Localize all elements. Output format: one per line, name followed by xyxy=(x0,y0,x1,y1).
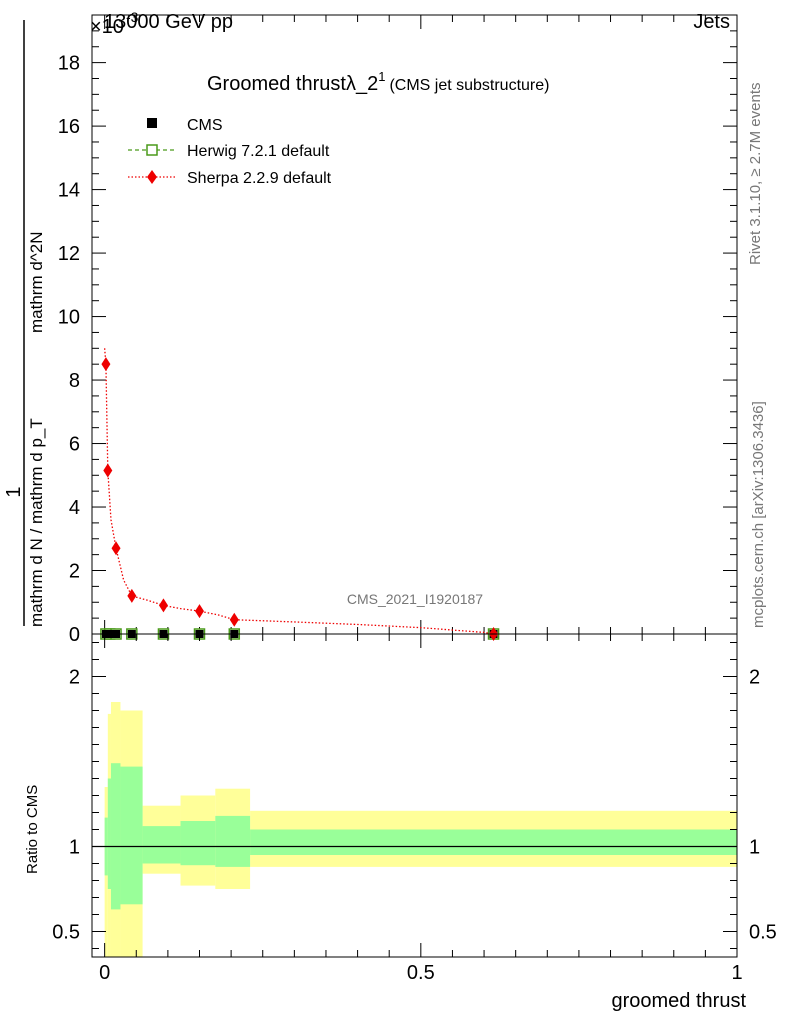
ylabel-num: mathrm d^2N xyxy=(27,231,46,333)
legend-marker-cms xyxy=(147,118,157,128)
rivet-label: Rivet 3.1.10, ≥ 2.7M events xyxy=(747,83,764,266)
main-y-tick-label: 6 xyxy=(69,434,80,456)
x-tick-label: 0 xyxy=(99,962,110,984)
ylabel-prefix: 1 xyxy=(3,486,25,497)
legend: CMS Herwig 7.2.1 default Sherpa 2.2.9 de… xyxy=(128,117,332,187)
x-tick-label: 1 xyxy=(731,962,742,984)
legend-entry-herwig: Herwig 7.2.1 default xyxy=(128,143,330,160)
sherpa-point xyxy=(127,588,137,603)
main-y-tick-label: 14 xyxy=(58,180,80,202)
main-y-label: 1 mathrm d N / mathrm d p_T mathrm d^2N xyxy=(3,20,46,627)
title-main: Groomed thrust xyxy=(207,73,346,95)
legend-marker-herwig xyxy=(146,144,158,156)
main-frame xyxy=(91,14,738,635)
ratio-y-tick-label: 0.5 xyxy=(52,922,80,944)
category-label: Jets xyxy=(693,11,730,33)
legend-marker-sherpa xyxy=(147,170,157,184)
title-sup: 1 xyxy=(378,69,385,84)
sherpa-point xyxy=(195,604,204,619)
ratio-stat-band xyxy=(142,826,181,864)
main-y-tick-label: 4 xyxy=(69,497,80,519)
sherpa-point xyxy=(103,463,113,478)
watermark: CMS_2021_I1920187 xyxy=(347,591,483,607)
energy-label: 13000 GeV pp xyxy=(104,11,233,33)
legend-entry-cms: CMS xyxy=(147,117,223,134)
main-y-tick-label: 2 xyxy=(69,561,80,583)
legend-label-cms: CMS xyxy=(187,117,223,134)
ratio-stat-band xyxy=(215,815,251,867)
ratio-y-tick-label: 2 xyxy=(69,667,80,689)
title-lambda: λ_2 xyxy=(346,73,378,95)
sherpa-point xyxy=(158,598,168,613)
ratio-y-tick-label-right: 0.5 xyxy=(749,922,777,944)
main-y-tick-label: 8 xyxy=(69,370,80,392)
mcplots-label: mcplots.cern.ch [arXiv:1306.3436] xyxy=(750,401,767,628)
legend-entry-sherpa: Sherpa 2.2.9 default xyxy=(128,170,332,187)
ratio-y-tick-label-right: 2 xyxy=(749,667,760,689)
x-tick-label: 0.5 xyxy=(407,962,435,984)
legend-label-herwig: Herwig 7.2.1 default xyxy=(187,143,330,160)
chart-title: Groomed thrustλ_21 (CMS jet substructure) xyxy=(207,69,549,95)
main-y-tick-label: 0 xyxy=(69,624,80,646)
exponent-power: -3 xyxy=(126,9,139,25)
ratio-stat-band xyxy=(120,766,143,905)
ratio-y-tick-label-right: 1 xyxy=(749,837,760,859)
sherpa-point xyxy=(111,541,121,556)
sherpa-point xyxy=(229,612,239,627)
main-panel: 0 2 4 6 8 10 12 14 16 18 xyxy=(58,14,738,646)
main-y-tick-label: 12 xyxy=(58,243,80,265)
main-y-tick-label: 10 xyxy=(58,307,80,329)
sherpa-line xyxy=(103,348,494,635)
ratio-stat-band xyxy=(107,778,111,889)
ratio-y-tick-label: 1 xyxy=(69,837,80,859)
exponent-label: ×10 xyxy=(90,16,124,38)
main-y-tick-label: 16 xyxy=(58,116,80,138)
sherpa-point xyxy=(101,357,111,372)
legend-label-sherpa: Sherpa 2.2.9 default xyxy=(187,170,332,187)
ratio-stat-band xyxy=(180,821,216,866)
ylabel-den: mathrm d N / mathrm d p_T xyxy=(27,418,46,627)
ratio-panel: 0 0.5 1 0.5 0.5 1 1 2 2 xyxy=(52,633,777,984)
ratio-y-label: Ratio to CMS xyxy=(24,785,41,874)
x-axis-label: groomed thrust xyxy=(611,990,746,1012)
main-y-tick-label: 18 xyxy=(58,53,80,75)
ratio-stat-band xyxy=(110,763,121,910)
title-sub: (CMS jet substructure) xyxy=(389,77,549,94)
ratio-stat-band xyxy=(250,829,737,855)
